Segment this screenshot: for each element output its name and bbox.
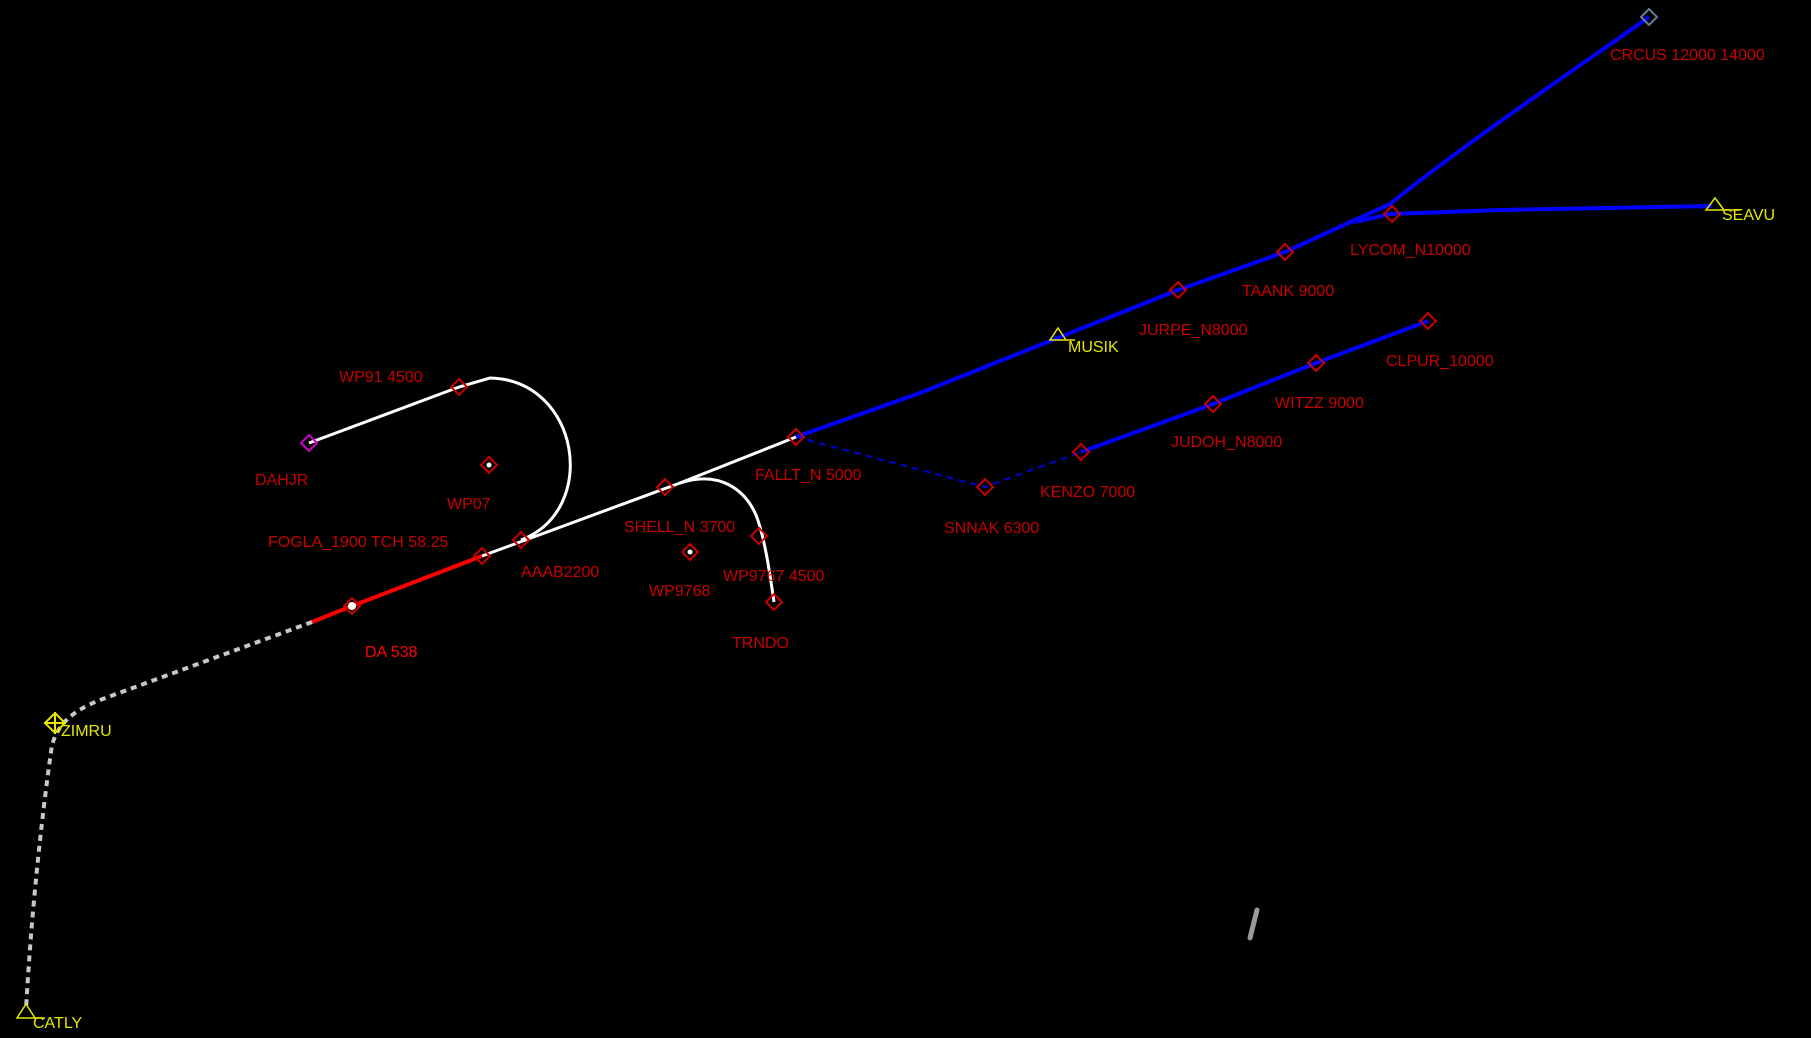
route-lines [24,15,1713,1011]
waypoint-crcus-icon [1639,7,1659,27]
waypoint-witzz-icon [1306,353,1326,373]
waypoint-jurpe-icon [1168,280,1188,300]
label-judoh: JUDOH_N8000 [1171,434,1282,451]
route-seavu-branch [1354,204,1713,224]
route-fallt-to-fogla [481,435,797,558]
route-crcus-to-fallt [795,15,1651,439]
route-hold-hook [308,376,572,542]
fix-zimru-icon [43,711,67,735]
label-jurpe: JURPE_N8000 [1139,322,1248,339]
label-fogla: FOGLA_1900 TCH 58.25 [268,534,448,551]
label-snnak: SNNAK 6300 [944,520,1039,537]
waypoint-aaab-icon [511,530,531,550]
route-gray-dashed [24,620,313,1011]
label-wp9767: WP9767 4500 [723,568,825,585]
waypoint-trndo-icon [764,592,784,612]
route-dashed-snnak [795,436,1082,489]
waypoint-judoh-icon [1203,394,1223,414]
waypoint-wp9768-icon [680,542,700,562]
label-trndo: TRNDO [732,635,789,652]
waypoint-wp9768-dot [687,549,693,555]
fix-catly-icon [15,1002,45,1019]
waypoint-fogla-icon [472,546,492,566]
waypoint-kenzo-icon [1071,442,1091,462]
label-fallt: FALLT_N 5000 [755,467,862,484]
waypoint-wp07-icon [479,455,499,475]
waypoint-da-icon [342,596,362,616]
label-crcus: CRCUS 12000 14000 [1610,47,1765,64]
label-aaab: AAAB2200 [521,564,599,581]
waypoint-snnak-icon [975,477,995,497]
waypoint-wp07-dot [486,462,492,468]
route-shell-arc-trndo [679,477,776,603]
route-clpur-to-kenzo [1080,319,1429,454]
label-witzz: WITZZ 9000 [1275,395,1364,412]
waypoint-taank-icon [1275,242,1295,262]
waypoint-dahjr-icon [299,433,319,453]
label-zimru: ZIMRU [61,723,112,740]
fix-seavu-icon [1704,196,1740,211]
waypoint-lycom-icon [1382,204,1402,224]
label-catly: CATLY [33,1015,83,1032]
label-taank: TAANK 9000 [1242,283,1334,300]
waypoint-clpur-icon [1418,311,1438,331]
label-clpur: CLPUR_10000 [1386,353,1494,370]
label-wp9768: WP9768 [649,583,710,600]
waypoint-wp9767-icon [749,526,769,546]
waypoint-labels: CRCUS 12000 14000 SEAVU LYCOM_N10000 TAA… [33,47,1775,1032]
route-final-red [311,554,483,624]
label-wp07: WP07 [447,496,491,513]
label-dahjr: DAHJR [255,472,308,489]
label-kenzo: KENZO 7000 [1040,484,1135,501]
label-seavu: SEAVU [1722,207,1775,224]
waypoint-fallt-icon [786,427,806,447]
label-wp91: WP91 4500 [339,369,423,386]
waypoint-da-dot [348,602,356,610]
label-lycom: LYCOM_N10000 [1350,242,1471,259]
waypoint-wp91-icon [449,377,469,397]
scale-tick-mark [1247,907,1260,941]
waypoint-shell-icon [655,477,675,497]
waypoint-symbols [15,7,1740,1019]
label-da: DA 538 [365,644,418,661]
label-shell: SHELL_N 3700 [624,519,735,536]
label-musik: MUSIK [1068,339,1119,356]
fix-musik-icon [1048,326,1075,341]
